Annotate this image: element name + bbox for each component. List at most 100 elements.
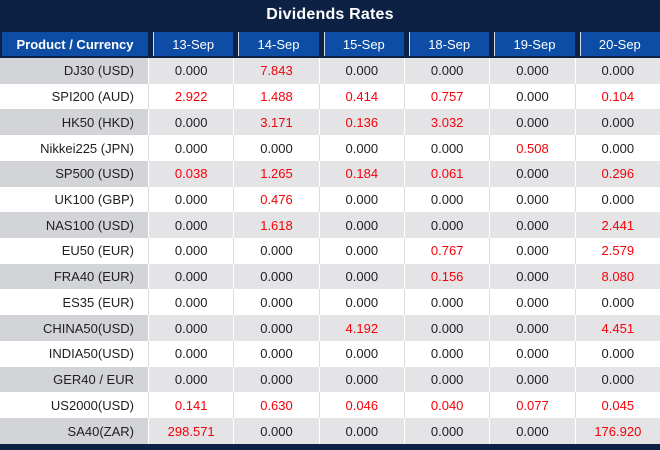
- page-title: Dividends Rates: [266, 6, 394, 23]
- rate-value: 0.000: [574, 366, 660, 393]
- table-row: HK50 (HKD) 0.000 3.171 0.136 3.032 0.000 0.000: [0, 109, 660, 136]
- rate-value: 8.080: [574, 263, 660, 290]
- product-label: SPI200 (AUD): [0, 83, 148, 110]
- product-label: ES35 (EUR): [0, 289, 148, 316]
- rate-value: 0.000: [233, 340, 319, 367]
- rate-value: 0.046: [318, 392, 404, 419]
- rate-value: 0.000: [233, 366, 319, 393]
- rate-value: 0.000: [574, 289, 660, 316]
- rate-value: 0.000: [148, 315, 234, 341]
- product-label: SP500 (USD): [0, 160, 148, 187]
- rate-value: 0.000: [148, 109, 234, 136]
- rate-value: 0.000: [489, 289, 575, 316]
- rate-value: 4.192: [318, 315, 404, 341]
- product-label: SA40(ZAR): [0, 418, 148, 444]
- rate-value: 0.000: [318, 418, 404, 444]
- table-row: FRA40 (EUR) 0.000 0.000 0.000 0.156 0.000 8.08…: [0, 263, 660, 290]
- table-row: EU50 (EUR) 0.000 0.000 0.000 0.767 0.000 2.579: [0, 238, 660, 264]
- rate-value: 0.000: [403, 135, 490, 161]
- rate-value: 1.265: [233, 160, 319, 187]
- rate-value: 0.508: [489, 135, 575, 161]
- rate-value: 0.767: [403, 238, 490, 264]
- rate-value: 0.414: [318, 83, 404, 110]
- rate-value: 0.000: [233, 315, 319, 341]
- product-label: CHINA50(USD): [0, 315, 148, 341]
- rate-value: 0.757: [403, 83, 490, 110]
- rate-value: 0.040: [403, 392, 490, 419]
- product-label: UK100 (GBP): [0, 186, 148, 213]
- rate-value: 0.000: [233, 135, 319, 161]
- column-header-date: 19-Sep: [489, 30, 575, 58]
- rate-value: 2.579: [574, 238, 660, 264]
- product-label: EU50 (EUR): [0, 238, 148, 264]
- product-label: FRA40 (EUR): [0, 263, 148, 290]
- rate-value: 0.000: [318, 289, 404, 316]
- rate-value: 0.000: [148, 263, 234, 290]
- rate-value: 0.000: [489, 109, 575, 136]
- rate-value: 7.843: [233, 58, 319, 84]
- product-label: HK50 (HKD): [0, 109, 148, 136]
- column-header-date: 18-Sep: [403, 30, 490, 58]
- rate-value: 0.000: [148, 58, 234, 84]
- table-row: UK100 (GBP) 0.000 0.476 0.000 0.000 0.000 0.00…: [0, 186, 660, 213]
- rate-value: 2.922: [148, 83, 234, 110]
- column-header-date: 15-Sep: [318, 30, 404, 58]
- product-label: US2000(USD): [0, 392, 148, 419]
- product-label: GER40 / EUR: [0, 366, 148, 393]
- rate-value: 0.000: [318, 135, 404, 161]
- rate-value: 0.000: [574, 109, 660, 136]
- table-row: NAS100 (USD) 0.000 1.618 0.000 0.000 0.000 2.4…: [0, 212, 660, 239]
- rate-value: 1.618: [233, 212, 319, 239]
- rate-value: 0.000: [403, 418, 490, 444]
- rate-value: 298.571: [148, 418, 234, 444]
- rate-value: 0.000: [233, 289, 319, 316]
- rate-value: 0.000: [489, 366, 575, 393]
- rate-value: 0.000: [318, 238, 404, 264]
- rate-value: 0.000: [489, 212, 575, 239]
- dividends-table: Product / Currency 13-Sep 14-Sep 15-Sep 18-S…: [0, 30, 660, 444]
- product-label: Nikkei225 (JPN): [0, 135, 148, 161]
- rate-value: 0.000: [403, 289, 490, 316]
- rate-value: 0.000: [489, 263, 575, 290]
- column-header-date: 13-Sep: [148, 30, 234, 58]
- rate-value: 0.000: [148, 238, 234, 264]
- rate-value: 0.000: [574, 186, 660, 213]
- rate-value: 0.000: [403, 315, 490, 341]
- rate-value: 2.441: [574, 212, 660, 239]
- rate-value: 0.000: [318, 212, 404, 239]
- rate-value: 0.000: [318, 340, 404, 367]
- product-label: INDIA50(USD): [0, 340, 148, 367]
- rate-value: 0.000: [489, 418, 575, 444]
- rate-value: 0.000: [403, 58, 490, 84]
- rate-value: 0.061: [403, 160, 490, 187]
- rate-value: 0.000: [403, 186, 490, 213]
- rate-value: 0.476: [233, 186, 319, 213]
- rate-value: 0.104: [574, 83, 660, 110]
- rate-value: 0.000: [489, 340, 575, 367]
- product-label: NAS100 (USD): [0, 212, 148, 239]
- rate-value: 0.038: [148, 160, 234, 187]
- rate-value: 0.000: [489, 160, 575, 187]
- rate-value: 0.000: [233, 238, 319, 264]
- rate-value: 3.171: [233, 109, 319, 136]
- rate-value: 176.920: [574, 418, 660, 444]
- rate-value: 0.000: [148, 212, 234, 239]
- rate-value: 0.000: [489, 58, 575, 84]
- rate-value: 0.000: [318, 186, 404, 213]
- rate-value: 0.000: [403, 212, 490, 239]
- rate-value: 0.000: [318, 263, 404, 290]
- rate-value: 0.045: [574, 392, 660, 419]
- rate-value: 0.077: [489, 392, 575, 419]
- rate-value: 0.141: [148, 392, 234, 419]
- footer-bar: [0, 444, 660, 450]
- rate-value: 0.156: [403, 263, 490, 290]
- rate-value: 3.032: [403, 109, 490, 136]
- rate-value: 0.000: [318, 366, 404, 393]
- title-bar: Dividends Rates: [0, 0, 660, 30]
- table-row: GER40 / EUR 0.000 0.000 0.000 0.000 0.000 0.00…: [0, 366, 660, 393]
- rate-value: 0.000: [233, 263, 319, 290]
- rate-value: 0.000: [574, 340, 660, 367]
- column-header-product-currency: Product / Currency: [0, 30, 148, 58]
- column-header-date: 20-Sep: [574, 30, 660, 58]
- rate-value: 0.000: [574, 58, 660, 84]
